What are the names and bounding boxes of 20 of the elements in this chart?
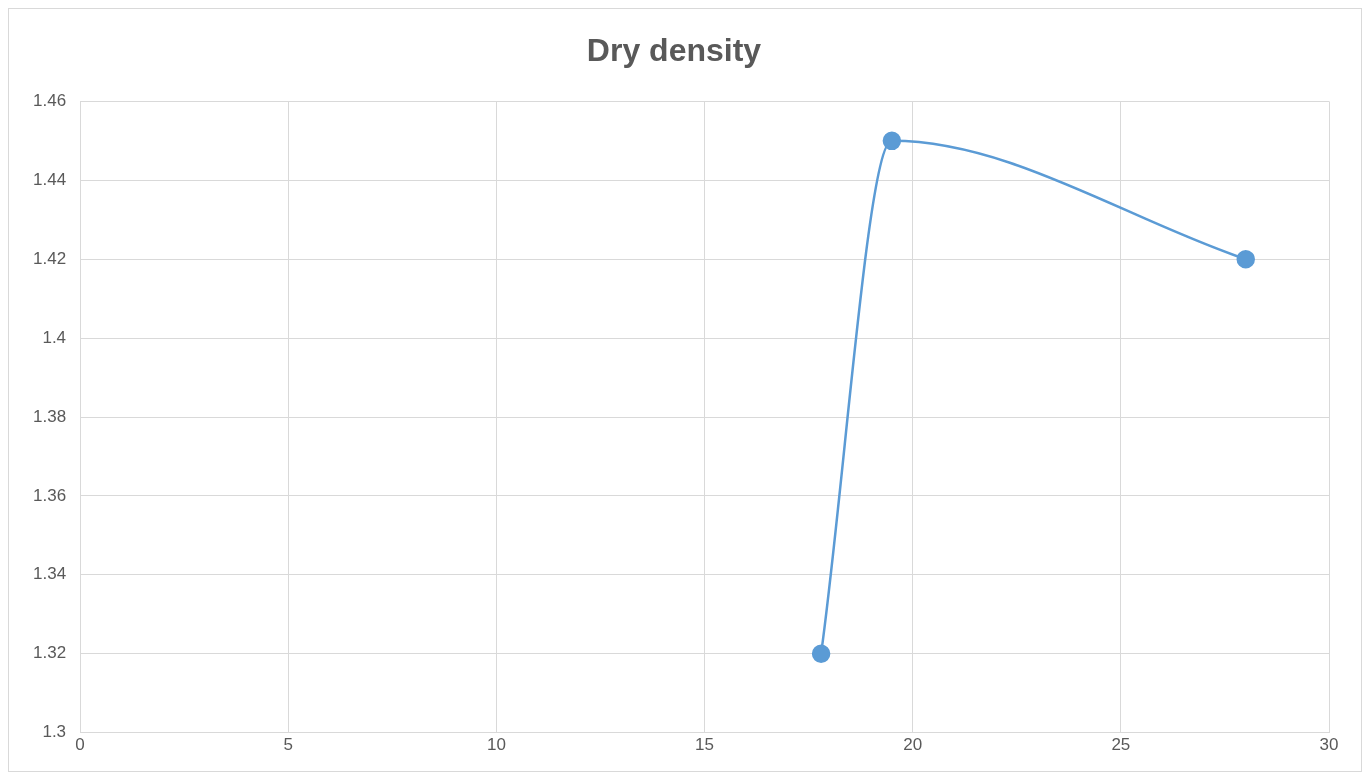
y-tick-label: 1.36	[32, 485, 67, 505]
y-tick-label: 1.3	[42, 722, 67, 742]
point	[811, 644, 831, 663]
x-tick-label: 25	[1111, 735, 1131, 755]
x-tick-label: 15	[695, 735, 714, 755]
x-tick-label: 5	[283, 735, 293, 755]
y-tick-label: 1.42	[32, 248, 67, 268]
y-tick-label: 1.4	[42, 327, 67, 347]
x-tick-label: 10	[486, 735, 506, 755]
y-tick-label: 1.32	[32, 643, 67, 663]
y-tick-label: 1.44	[32, 169, 67, 189]
x-tick-label: 0	[75, 735, 85, 755]
x-tick-label: 20	[903, 735, 923, 755]
x-tick-label: 30	[1319, 735, 1339, 755]
chart-title: Dry density	[586, 32, 762, 69]
y-tick-label: 1.38	[32, 406, 67, 426]
point	[882, 131, 902, 151]
y-tick-label: 1.46	[32, 91, 67, 111]
point	[1236, 249, 1255, 269]
y-tick-label: 1.34	[32, 564, 67, 584]
